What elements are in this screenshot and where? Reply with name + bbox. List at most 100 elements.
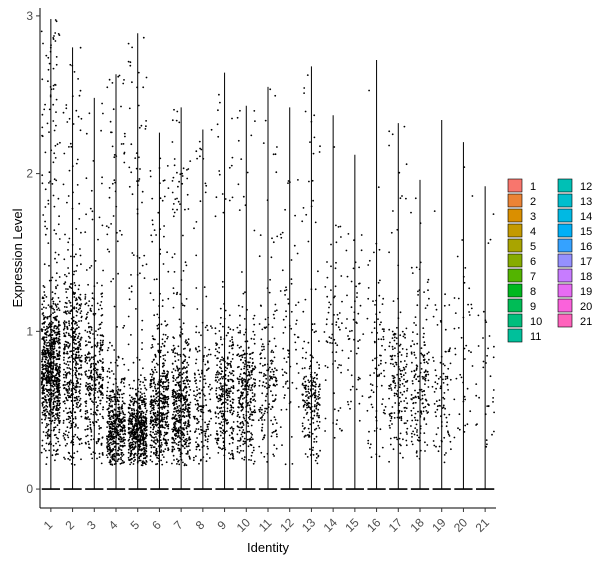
- data-point: [112, 430, 114, 433]
- data-point: [216, 364, 219, 366]
- data-point: [187, 343, 190, 345]
- data-point: [224, 410, 226, 413]
- data-point: [251, 451, 254, 454]
- data-point: [238, 382, 240, 385]
- data-point: [167, 297, 170, 300]
- data-point: [57, 33, 60, 35]
- data-point: [49, 306, 51, 308]
- data-point: [121, 404, 124, 406]
- data-point: [59, 141, 61, 144]
- data-point: [59, 386, 61, 389]
- data-point: [52, 361, 55, 364]
- data-point: [239, 330, 242, 332]
- data-point: [261, 349, 264, 352]
- data-point: [188, 424, 191, 426]
- data-point: [238, 346, 241, 349]
- data-point: [43, 355, 46, 358]
- data-point: [214, 327, 217, 330]
- data-point: [189, 417, 191, 419]
- data-point: [75, 353, 78, 356]
- data-point: [52, 365, 55, 368]
- data-point: [163, 195, 166, 198]
- data-point: [73, 463, 76, 466]
- data-point: [158, 379, 161, 381]
- data-point: [102, 406, 105, 409]
- data-point: [241, 431, 244, 434]
- data-point: [90, 453, 93, 455]
- data-point: [163, 413, 166, 416]
- data-point: [79, 392, 81, 395]
- data-point: [182, 461, 184, 464]
- data-point: [67, 364, 70, 366]
- data-point: [271, 326, 274, 328]
- data-point: [271, 237, 273, 240]
- data-point: [43, 342, 46, 345]
- data-point: [238, 375, 241, 378]
- data-point: [264, 399, 267, 402]
- data-point: [109, 341, 111, 344]
- data-point: [45, 307, 47, 309]
- data-point: [74, 391, 77, 394]
- data-point: [150, 398, 153, 401]
- data-point: [246, 352, 248, 355]
- data-point: [77, 350, 80, 353]
- data-point: [285, 289, 288, 291]
- data-point: [250, 454, 253, 457]
- data-point: [74, 371, 77, 374]
- data-point: [203, 375, 206, 377]
- data-point: [76, 327, 78, 330]
- data-point: [86, 375, 89, 378]
- data-point: [149, 379, 152, 382]
- violin-points: [62, 46, 83, 466]
- data-point: [68, 334, 70, 336]
- data-point: [183, 428, 186, 431]
- data-point: [160, 406, 162, 409]
- data-point: [253, 342, 256, 345]
- data-point: [186, 177, 189, 180]
- data-point: [198, 388, 201, 390]
- data-point: [136, 415, 139, 418]
- data-point: [285, 372, 288, 375]
- data-point: [70, 424, 73, 427]
- data-point: [297, 179, 299, 181]
- data-point: [94, 452, 96, 455]
- data-point: [55, 232, 57, 235]
- data-point: [161, 454, 164, 456]
- data-point: [88, 330, 91, 333]
- data-point: [68, 272, 70, 275]
- data-point: [55, 306, 58, 308]
- data-point: [159, 197, 162, 200]
- data-point: [155, 396, 158, 399]
- data-point: [239, 437, 242, 440]
- data-point: [173, 404, 175, 407]
- data-point: [171, 393, 174, 396]
- data-point: [65, 288, 67, 290]
- data-point: [232, 456, 235, 458]
- data-point: [290, 259, 293, 261]
- data-point: [122, 426, 125, 429]
- data-point: [64, 301, 67, 304]
- data-point: [149, 405, 152, 408]
- data-point: [248, 365, 251, 367]
- data-point: [58, 300, 61, 303]
- data-point: [251, 433, 254, 436]
- data-point: [174, 392, 177, 394]
- data-point: [184, 261, 187, 264]
- data-point: [84, 344, 87, 347]
- data-point: [187, 379, 190, 381]
- data-point: [141, 396, 144, 399]
- data-point: [177, 200, 180, 203]
- data-point: [135, 431, 138, 433]
- data-point: [69, 417, 72, 419]
- data-point: [56, 404, 59, 407]
- data-point: [172, 215, 175, 218]
- data-point: [173, 253, 176, 255]
- data-point: [248, 353, 251, 356]
- data-point: [200, 441, 203, 443]
- data-point: [177, 399, 180, 402]
- data-point: [155, 389, 158, 392]
- data-point: [115, 434, 118, 437]
- data-point: [141, 348, 143, 350]
- data-point: [219, 399, 221, 402]
- data-point: [131, 193, 134, 196]
